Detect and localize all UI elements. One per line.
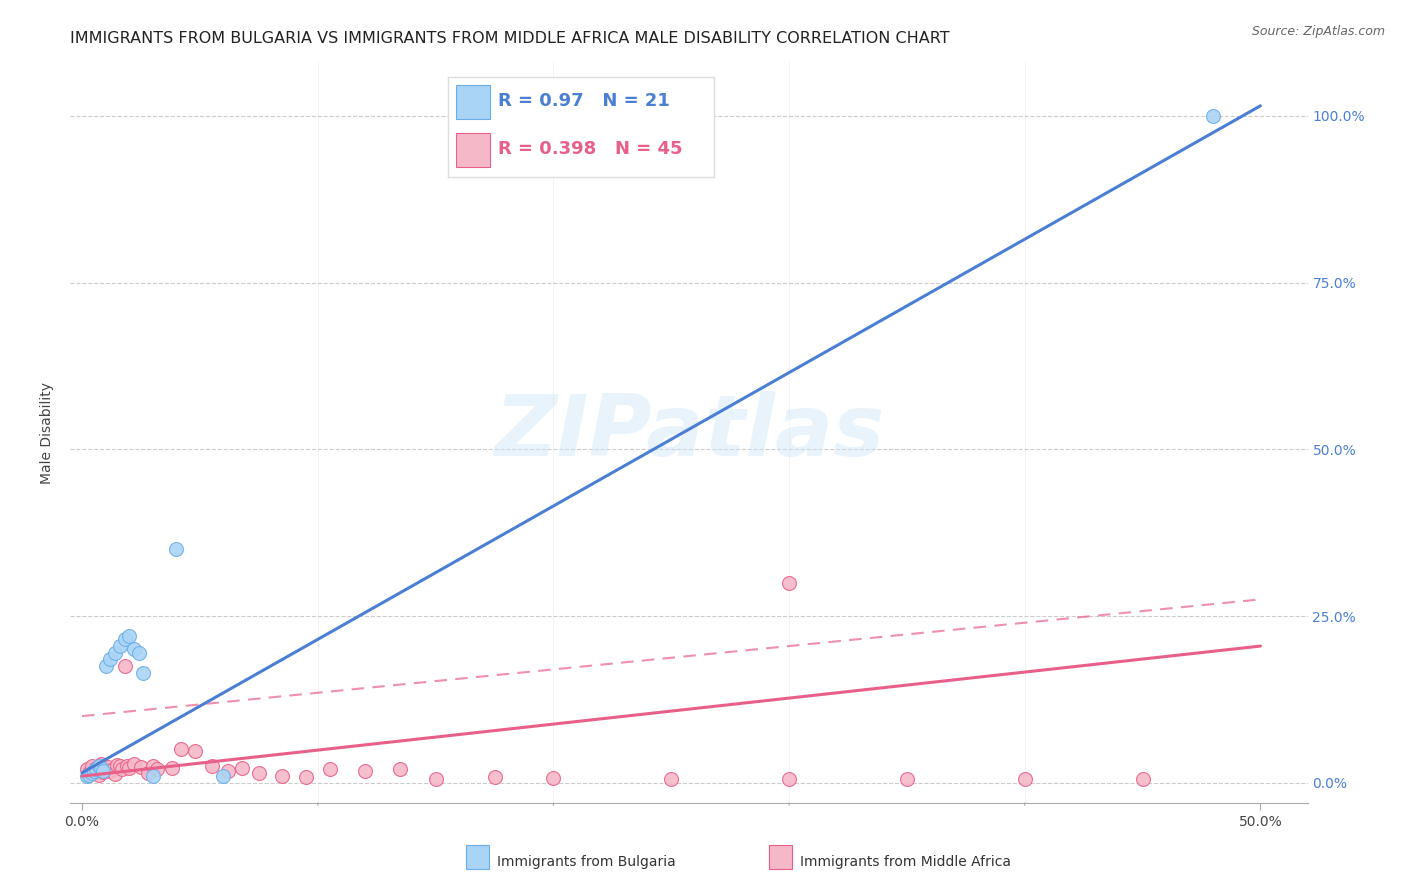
Point	[115, 759, 138, 773]
Point	[1202, 109, 1225, 123]
Point	[170, 742, 193, 756]
Point	[97, 760, 120, 774]
Point	[98, 764, 121, 779]
Point	[318, 763, 340, 777]
Point	[128, 646, 150, 660]
Y-axis label: Male Disability: Male Disability	[41, 382, 55, 483]
Point	[122, 757, 145, 772]
Text: ZIPatlas: ZIPatlas	[494, 391, 884, 475]
Point	[136, 765, 159, 780]
Point	[1014, 772, 1036, 787]
Point	[129, 760, 152, 774]
Point	[108, 759, 131, 773]
Point	[184, 744, 207, 758]
Point	[108, 639, 131, 653]
Point	[231, 761, 253, 775]
Point	[76, 769, 98, 783]
Point	[91, 764, 114, 778]
Point	[201, 759, 224, 773]
Point	[212, 769, 235, 783]
Point	[101, 762, 124, 776]
Point	[83, 764, 105, 778]
Point	[484, 771, 506, 785]
Point	[87, 759, 110, 773]
Point	[107, 758, 129, 772]
Point	[84, 761, 107, 775]
Point	[146, 763, 169, 777]
Point	[425, 772, 447, 787]
Point	[94, 763, 117, 777]
Point	[118, 629, 141, 643]
Point	[84, 763, 107, 777]
Point	[132, 665, 155, 680]
Point	[247, 765, 270, 780]
Point	[160, 761, 183, 775]
Point	[90, 761, 112, 775]
Point	[94, 659, 117, 673]
Point	[104, 646, 127, 660]
Point	[90, 757, 112, 772]
Text: Immigrants from Middle Africa: Immigrants from Middle Africa	[800, 855, 1011, 869]
Point	[543, 771, 565, 785]
Point	[83, 764, 105, 778]
Point	[76, 763, 98, 777]
Point	[104, 767, 127, 781]
Point	[295, 771, 318, 785]
Point	[118, 761, 141, 775]
Point	[98, 652, 121, 666]
Point	[111, 763, 134, 777]
Text: IMMIGRANTS FROM BULGARIA VS IMMIGRANTS FROM MIDDLE AFRICA MALE DISABILITY CORREL: IMMIGRANTS FROM BULGARIA VS IMMIGRANTS F…	[70, 31, 950, 46]
Point	[114, 659, 136, 673]
Point	[659, 772, 682, 787]
Point	[80, 765, 103, 780]
Point	[80, 759, 103, 773]
Text: Immigrants from Bulgaria: Immigrants from Bulgaria	[498, 855, 676, 869]
Point	[778, 575, 800, 590]
Text: Source: ZipAtlas.com: Source: ZipAtlas.com	[1251, 25, 1385, 38]
Point	[1132, 772, 1154, 787]
FancyBboxPatch shape	[467, 846, 488, 870]
Point	[122, 642, 145, 657]
Point	[77, 765, 100, 780]
Point	[778, 772, 800, 786]
Point	[354, 764, 377, 778]
Point	[91, 765, 114, 780]
Point	[142, 769, 165, 783]
FancyBboxPatch shape	[769, 846, 792, 870]
Point	[896, 772, 918, 787]
Point	[271, 769, 294, 783]
Point	[217, 764, 239, 778]
Point	[142, 759, 165, 773]
Point	[87, 768, 110, 782]
Point	[165, 542, 187, 557]
Point	[114, 632, 136, 647]
Point	[389, 763, 412, 777]
Point	[77, 768, 100, 782]
